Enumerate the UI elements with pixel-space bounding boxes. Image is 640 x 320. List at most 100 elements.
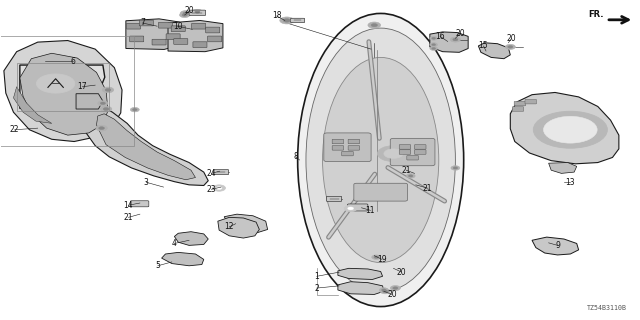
- Polygon shape: [532, 237, 579, 255]
- Polygon shape: [478, 43, 510, 59]
- FancyBboxPatch shape: [348, 204, 368, 211]
- Circle shape: [183, 12, 189, 15]
- Text: FR.: FR.: [589, 10, 604, 19]
- Text: 19: 19: [377, 255, 387, 264]
- Circle shape: [100, 102, 106, 105]
- FancyBboxPatch shape: [189, 10, 205, 15]
- Polygon shape: [162, 252, 204, 266]
- Text: 12: 12: [225, 222, 234, 231]
- Circle shape: [543, 116, 597, 143]
- FancyBboxPatch shape: [324, 133, 371, 162]
- Text: 9: 9: [555, 241, 560, 250]
- FancyBboxPatch shape: [127, 23, 141, 29]
- Text: 4: 4: [172, 239, 177, 248]
- Bar: [17, 63, 109, 111]
- Polygon shape: [20, 53, 108, 135]
- Polygon shape: [13, 87, 52, 123]
- Circle shape: [383, 290, 388, 292]
- Text: 11: 11: [365, 206, 375, 215]
- Polygon shape: [84, 105, 208, 186]
- Circle shape: [432, 37, 436, 39]
- Polygon shape: [174, 232, 208, 245]
- Circle shape: [102, 87, 114, 93]
- Text: TZ54B3110B: TZ54B3110B: [586, 305, 627, 311]
- FancyBboxPatch shape: [191, 23, 205, 29]
- Text: 3: 3: [144, 178, 148, 187]
- Text: 16: 16: [435, 32, 445, 41]
- Text: 21: 21: [422, 184, 432, 193]
- FancyBboxPatch shape: [326, 196, 342, 201]
- FancyBboxPatch shape: [152, 39, 166, 45]
- Text: 20: 20: [456, 29, 465, 38]
- FancyBboxPatch shape: [348, 139, 360, 144]
- Text: 5: 5: [156, 261, 160, 270]
- Polygon shape: [338, 268, 383, 279]
- Polygon shape: [97, 114, 195, 180]
- Circle shape: [280, 17, 294, 24]
- Circle shape: [131, 108, 140, 112]
- Circle shape: [372, 255, 381, 260]
- FancyBboxPatch shape: [213, 170, 228, 175]
- FancyBboxPatch shape: [207, 36, 221, 42]
- FancyBboxPatch shape: [399, 145, 411, 149]
- Text: 20: 20: [185, 6, 195, 15]
- Circle shape: [348, 207, 353, 210]
- Circle shape: [451, 37, 461, 42]
- FancyBboxPatch shape: [390, 138, 435, 166]
- Text: 18: 18: [272, 12, 282, 20]
- Polygon shape: [76, 94, 103, 109]
- FancyBboxPatch shape: [512, 107, 524, 111]
- Circle shape: [380, 288, 388, 292]
- Circle shape: [406, 174, 415, 178]
- Circle shape: [103, 108, 109, 110]
- Polygon shape: [218, 217, 259, 238]
- Circle shape: [344, 205, 357, 212]
- Text: 24: 24: [207, 169, 216, 178]
- FancyBboxPatch shape: [399, 150, 411, 154]
- FancyBboxPatch shape: [407, 156, 419, 160]
- FancyBboxPatch shape: [514, 101, 525, 106]
- Circle shape: [430, 36, 438, 40]
- Circle shape: [98, 101, 108, 106]
- Circle shape: [505, 44, 515, 50]
- Circle shape: [430, 43, 438, 47]
- FancyBboxPatch shape: [332, 139, 344, 144]
- Polygon shape: [126, 19, 179, 50]
- Circle shape: [533, 111, 607, 148]
- Circle shape: [212, 185, 225, 191]
- FancyBboxPatch shape: [342, 151, 353, 156]
- Text: 20: 20: [397, 268, 406, 277]
- FancyBboxPatch shape: [205, 27, 220, 33]
- Circle shape: [100, 106, 112, 112]
- Text: 14: 14: [124, 201, 133, 210]
- FancyBboxPatch shape: [332, 146, 344, 150]
- Text: 1: 1: [314, 272, 319, 281]
- Bar: [0, 36, 134, 146]
- FancyBboxPatch shape: [193, 42, 207, 48]
- Circle shape: [432, 48, 436, 50]
- Circle shape: [284, 19, 291, 22]
- Text: 10: 10: [173, 22, 182, 31]
- Polygon shape: [510, 92, 619, 164]
- Circle shape: [381, 289, 386, 291]
- Text: 2: 2: [314, 284, 319, 292]
- Circle shape: [374, 256, 378, 258]
- Circle shape: [393, 287, 398, 289]
- Text: 7: 7: [140, 19, 145, 28]
- Circle shape: [99, 127, 104, 130]
- Circle shape: [430, 47, 438, 50]
- FancyBboxPatch shape: [415, 145, 426, 149]
- Circle shape: [453, 167, 458, 169]
- Circle shape: [384, 149, 403, 158]
- Text: 6: 6: [70, 57, 76, 66]
- Circle shape: [378, 146, 410, 162]
- Polygon shape: [548, 163, 577, 173]
- Polygon shape: [338, 282, 384, 294]
- FancyBboxPatch shape: [140, 20, 154, 26]
- Polygon shape: [430, 32, 468, 52]
- Circle shape: [390, 285, 401, 291]
- Circle shape: [36, 74, 75, 93]
- Circle shape: [182, 14, 187, 16]
- Circle shape: [180, 11, 191, 16]
- FancyBboxPatch shape: [525, 100, 536, 104]
